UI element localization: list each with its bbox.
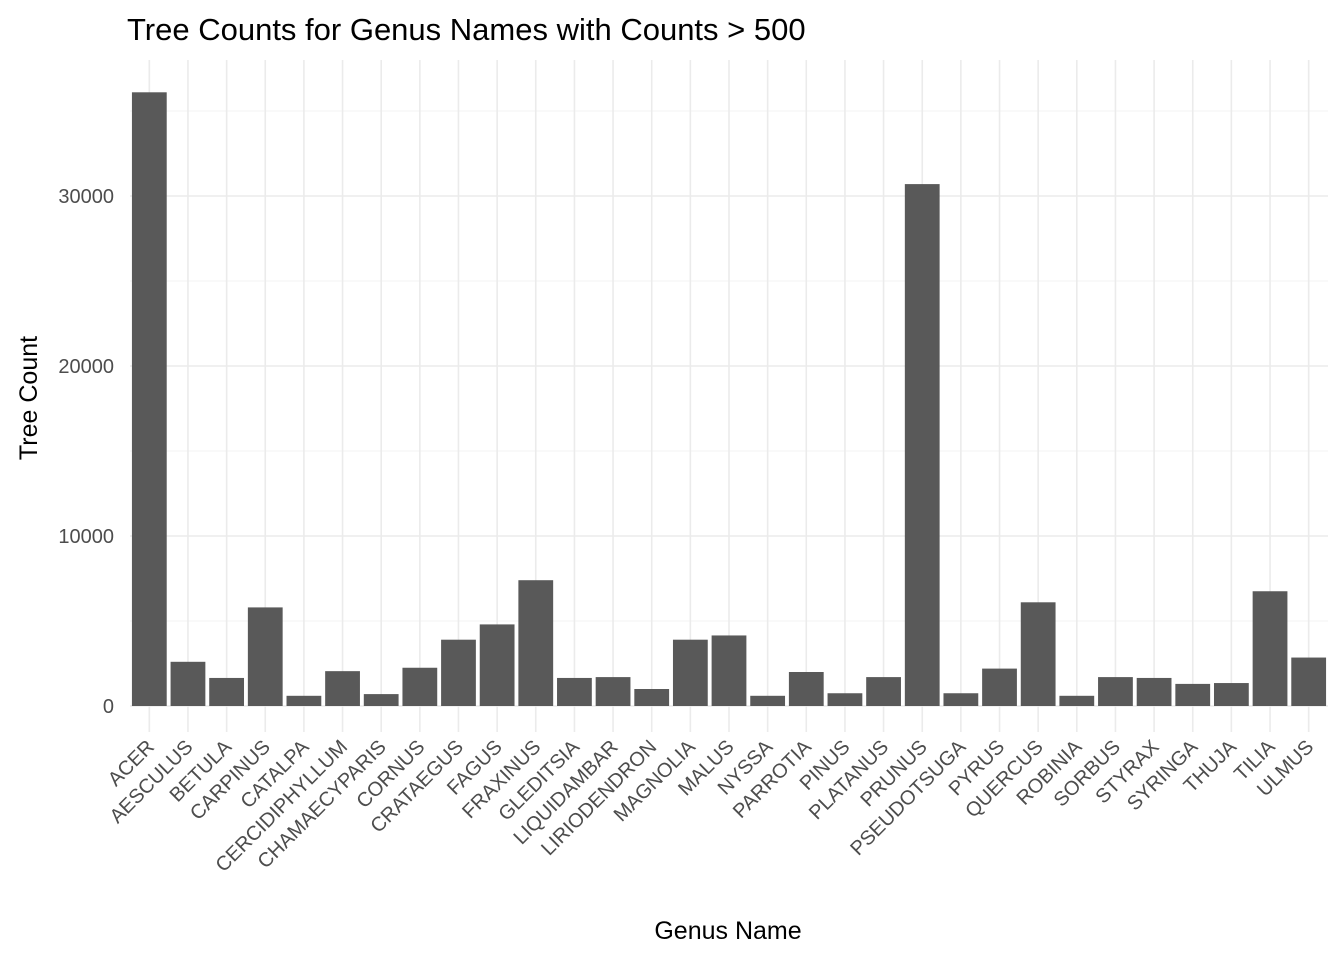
bar	[247, 607, 283, 706]
bar	[441, 639, 476, 706]
bar	[1098, 677, 1133, 706]
grid-lines	[130, 60, 1328, 732]
bar	[711, 635, 747, 706]
bar	[402, 667, 438, 706]
bar	[827, 693, 863, 706]
bar	[363, 694, 399, 706]
bar	[866, 677, 901, 706]
bar	[209, 677, 245, 706]
bar	[750, 695, 786, 706]
bar	[325, 671, 360, 706]
y-tick-label: 0	[103, 696, 114, 718]
x-axis-title: Genus Name	[654, 917, 801, 945]
bar	[131, 92, 167, 707]
bar	[634, 689, 670, 706]
bar	[557, 677, 592, 706]
bar	[1059, 695, 1095, 706]
x-axis-ticks: ACERAESCULUSBETULACARPINUSCATALPACERCIDI…	[104, 736, 1318, 877]
bar	[1175, 683, 1211, 706]
bar	[1136, 677, 1172, 706]
bar	[1252, 591, 1288, 706]
bar	[943, 693, 979, 706]
y-tick-label: 20000	[58, 356, 114, 378]
y-tick-label: 30000	[58, 186, 114, 208]
bar	[904, 184, 940, 707]
y-axis-title: Tree Count	[15, 336, 43, 460]
bar	[982, 668, 1017, 706]
bar	[1291, 657, 1327, 706]
bar	[1020, 602, 1056, 706]
bar	[518, 580, 554, 706]
bar	[286, 695, 322, 706]
bar	[672, 639, 708, 706]
y-axis-ticks: 0 10000 20000 30000	[58, 186, 114, 718]
bar	[170, 661, 206, 706]
chart-title: Tree Counts for Genus Names with Counts …	[127, 12, 806, 47]
bar	[479, 624, 515, 706]
bar	[595, 677, 631, 706]
bar	[788, 672, 824, 706]
y-tick-label: 10000	[58, 526, 114, 548]
bars	[131, 92, 1327, 707]
bar	[1213, 683, 1249, 706]
